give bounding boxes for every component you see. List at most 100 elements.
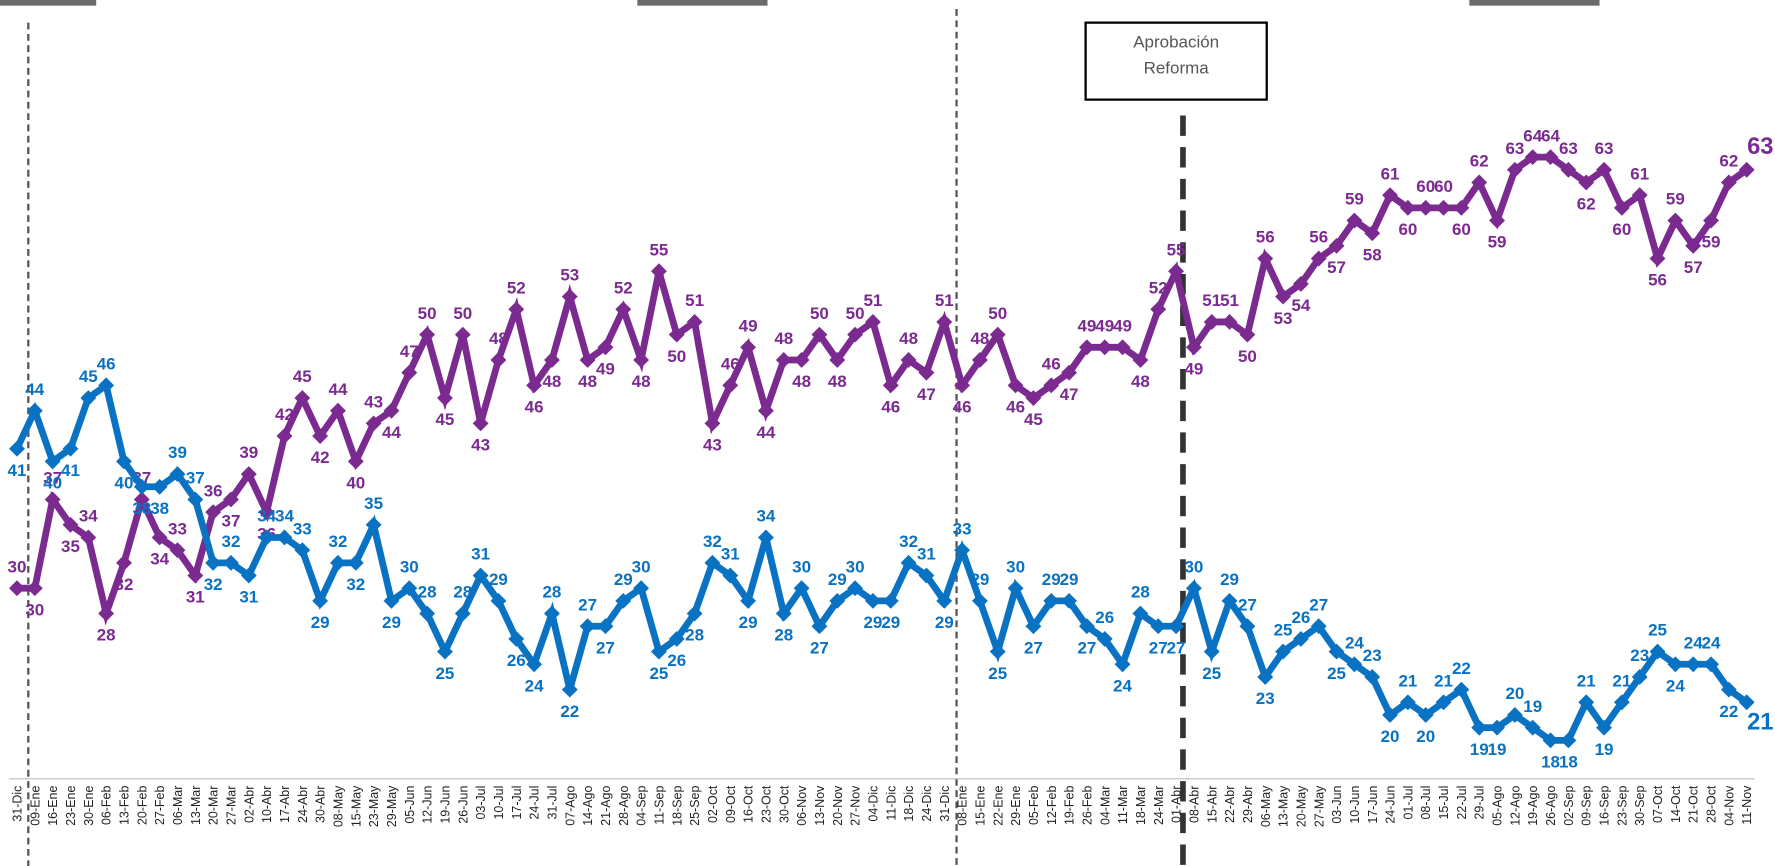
x-tick-label: 07-Ago (563, 786, 577, 826)
value-label: 49 (1184, 359, 1203, 378)
value-label: 28 (774, 626, 793, 645)
value-label: 43 (471, 436, 490, 455)
point (686, 314, 703, 330)
point (882, 377, 899, 394)
point (419, 605, 436, 622)
point (472, 415, 489, 432)
value-label: 50 (418, 304, 437, 323)
legend-bar (1469, 0, 1600, 6)
value-label: 44 (25, 380, 44, 399)
value-label: 34 (275, 507, 294, 526)
point (365, 516, 382, 533)
x-tick-label: 19-Jun (438, 786, 452, 824)
x-tick-label: 08-Ene (956, 786, 970, 826)
value-label: 19 (1488, 740, 1507, 759)
value-label: 29 (311, 613, 330, 632)
x-tick-label: 31-Jul (545, 786, 559, 820)
legend-bar (637, 0, 768, 6)
point (597, 618, 614, 635)
value-label: 63 (1595, 139, 1614, 158)
value-label: 20 (1505, 684, 1524, 703)
x-tick-label: 27-May (1312, 785, 1326, 827)
value-label: 23 (1630, 646, 1649, 665)
value-label: 29 (970, 570, 989, 589)
value-label: 37 (186, 469, 205, 488)
x-tick-label: 04-Sep (635, 786, 649, 826)
point (1310, 618, 1327, 635)
value-label: 47 (1060, 385, 1079, 404)
value-label: 32 (115, 575, 134, 594)
point (472, 567, 489, 584)
point (454, 326, 471, 343)
x-tick-label: 06-May (1259, 785, 1273, 827)
point (312, 428, 329, 444)
x-tick-label: 11-Nov (1740, 785, 1754, 825)
x-tick-label: 28-Oct (1705, 785, 1719, 823)
value-label: 50 (846, 304, 865, 323)
x-tick-label: 29-May (385, 785, 399, 827)
value-label: 31 (186, 588, 205, 607)
point (44, 491, 61, 508)
x-tick-label: 22-Ene (991, 786, 1005, 826)
value-label: 46 (953, 398, 972, 417)
point (223, 491, 239, 508)
x-tick-label: 03-Jun (1330, 786, 1344, 824)
value-label: 28 (418, 583, 437, 602)
value-label: 50 (453, 304, 472, 323)
x-tick-label: 06-Feb (100, 786, 114, 825)
value-label: 40 (346, 474, 365, 493)
point (954, 377, 971, 394)
point (1399, 199, 1416, 216)
value-label: 51 (685, 291, 704, 310)
value-label: 19 (1595, 740, 1614, 759)
value-label: 48 (899, 329, 918, 348)
value-label: 48 (489, 329, 508, 348)
value-label: 32 (703, 532, 722, 551)
value-label: 27 (1149, 638, 1168, 657)
value-label: 29 (614, 570, 633, 589)
value-label: 24 (1113, 676, 1132, 695)
x-tick-label: 29-Abr (1241, 786, 1255, 823)
point (330, 402, 346, 419)
x-tick-label: 05-Ago (1491, 786, 1505, 826)
x-tick-label: 13-May (1277, 785, 1291, 827)
value-label: 25 (1274, 621, 1293, 640)
x-tick-label: 02-Oct (706, 785, 720, 823)
x-tick-label: 21-Ago (599, 786, 613, 826)
point (1720, 681, 1737, 698)
value-label: 24 (1702, 633, 1721, 652)
point (1382, 187, 1398, 204)
value-label: 56 (1648, 271, 1667, 290)
point (1667, 656, 1684, 673)
x-tick-label: 03-Jul (474, 786, 488, 820)
point (1203, 314, 1220, 330)
point (437, 643, 453, 660)
value-label: 25 (1648, 621, 1667, 640)
x-tick-label: 16-Sep (1598, 786, 1612, 826)
point (900, 352, 917, 368)
value-label: 24 (1345, 633, 1364, 652)
point (1560, 161, 1577, 178)
x-tick-label: 21-Oct (1687, 785, 1701, 823)
x-tick-label: 22-Abr (1223, 786, 1237, 823)
value-label: 48 (1131, 372, 1150, 391)
value-label: 39 (168, 443, 187, 462)
value-label: 29 (935, 613, 954, 632)
point (829, 592, 846, 609)
point (1489, 212, 1505, 229)
point (1435, 694, 1452, 711)
point (1328, 237, 1345, 254)
point (1203, 643, 1220, 660)
point (9, 580, 25, 597)
value-label: 50 (667, 347, 686, 366)
point (1720, 174, 1737, 191)
value-label: 49 (739, 316, 758, 335)
value-label: 55 (650, 240, 669, 259)
value-label: 48 (970, 329, 989, 348)
x-tick-label: 09-Ene (28, 786, 42, 826)
x-tick-label: 30-Sep (1633, 786, 1647, 826)
x-tick-label: 26-Ago (1544, 786, 1558, 826)
series-line (13, 379, 1749, 744)
point (829, 352, 846, 368)
point (240, 567, 257, 584)
